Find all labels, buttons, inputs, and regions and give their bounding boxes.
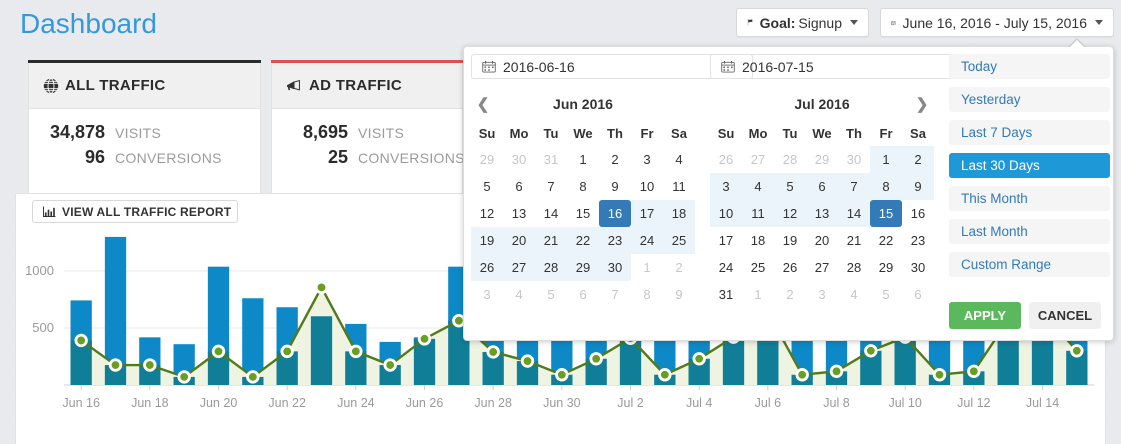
svg-text:500: 500 [32,320,54,335]
svg-text:Jul 8: Jul 8 [823,396,849,410]
svg-text:Jun 28: Jun 28 [474,396,512,410]
svg-text:Jun 20: Jun 20 [200,396,238,410]
svg-text:Jun 18: Jun 18 [131,396,169,410]
svg-text:Jul 6: Jul 6 [755,396,781,410]
svg-text:Jun 26: Jun 26 [406,396,444,410]
svg-text:Jun 16: Jun 16 [62,396,100,410]
svg-text:Jul 12: Jul 12 [957,396,990,410]
svg-text:Jul 14: Jul 14 [1026,396,1059,410]
svg-text:Jun 30: Jun 30 [543,396,581,410]
svg-text:Jun 22: Jun 22 [268,396,306,410]
svg-text:Jul 10: Jul 10 [888,396,921,410]
svg-text:Jul 4: Jul 4 [686,396,712,410]
svg-text:1000: 1000 [25,263,54,278]
svg-text:Jun 24: Jun 24 [337,396,375,410]
svg-text:Jul 2: Jul 2 [617,396,643,410]
